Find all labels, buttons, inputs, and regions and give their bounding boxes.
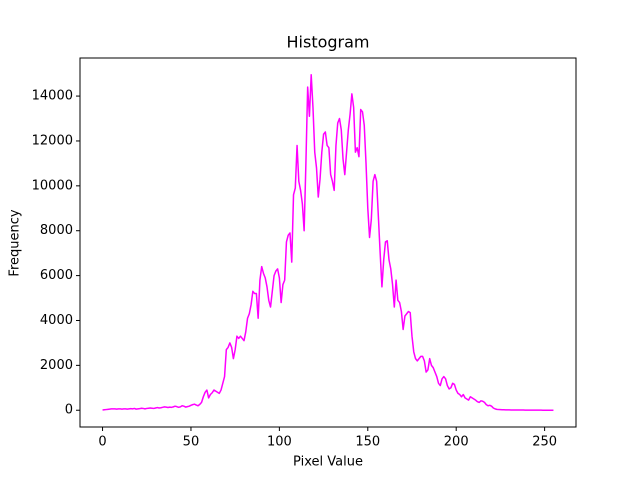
- x-tick-label: 200: [444, 435, 469, 450]
- y-tick-label: 6000: [40, 268, 73, 283]
- line: [102, 74, 554, 411]
- y-tick-label: 8000: [40, 223, 73, 238]
- y-axis-label: Frequency: [8, 209, 23, 276]
- y-tick-label: 4000: [40, 313, 73, 328]
- y-tick-label: 12000: [32, 133, 73, 148]
- plot-frame: [79, 57, 577, 428]
- y-tick-label: 14000: [32, 89, 73, 104]
- x-tick-label: 250: [532, 435, 557, 450]
- y-tick-label: 0: [65, 403, 73, 418]
- x-axis-label: Pixel Value: [293, 455, 363, 470]
- x-tick-label: 50: [183, 435, 200, 450]
- chart-title: Histogram: [287, 33, 370, 52]
- y-tick-label: 2000: [40, 358, 73, 373]
- y-tick-label: 10000: [32, 178, 73, 193]
- x-tick-label: 150: [355, 435, 380, 450]
- x-tick-label: 0: [98, 435, 106, 450]
- x-tick-label: 100: [267, 435, 292, 450]
